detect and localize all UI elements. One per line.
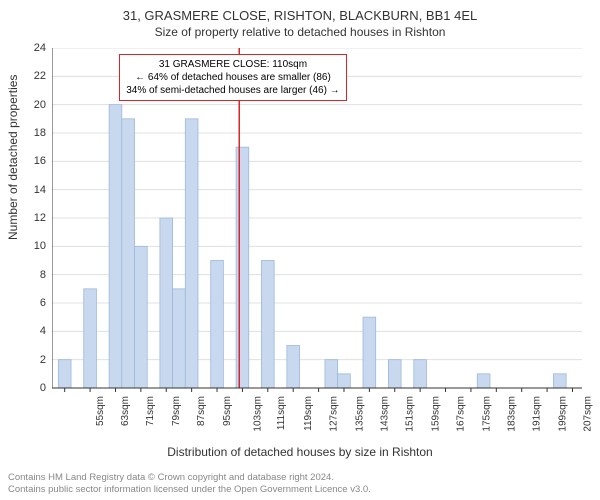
ytick-label: 18 <box>22 127 46 139</box>
xtick-label: 207sqm <box>583 396 594 432</box>
ytick-label: 20 <box>22 99 46 111</box>
xtick-label: 199sqm <box>557 396 568 432</box>
page-title-line2: Size of property relative to detached ho… <box>0 23 600 39</box>
footer-line2: Contains public sector information licen… <box>8 484 371 496</box>
ytick-label: 12 <box>22 212 46 224</box>
xtick-label: 127sqm <box>329 396 340 432</box>
xtick-label: 71sqm <box>145 396 156 426</box>
xtick-label: 111sqm <box>277 396 288 430</box>
ytick-label: 14 <box>22 184 46 196</box>
histogram-svg <box>52 48 582 428</box>
ytick-label: 0 <box>22 382 46 394</box>
xtick-label: 119sqm <box>303 396 314 431</box>
xtick-label: 175sqm <box>481 396 492 432</box>
xtick-label: 159sqm <box>430 396 441 432</box>
annotation-line3: 34% of semi-detached houses are larger (… <box>126 84 339 97</box>
ytick-label: 6 <box>22 297 46 309</box>
ytick-label: 16 <box>22 155 46 167</box>
y-axis-label: Number of detached properties <box>6 75 20 240</box>
x-axis-label: Distribution of detached houses by size … <box>0 445 600 459</box>
xtick-label: 63sqm <box>120 396 131 426</box>
xtick-label: 55sqm <box>95 396 106 426</box>
xtick-label: 167sqm <box>456 396 467 432</box>
footer-attribution: Contains HM Land Registry data © Crown c… <box>8 472 371 496</box>
xtick-label: 95sqm <box>222 396 233 426</box>
ytick-label: 2 <box>22 354 46 366</box>
ytick-label: 24 <box>22 42 46 54</box>
annotation-line2: ← 64% of detached houses are smaller (86… <box>126 71 339 84</box>
xtick-label: 79sqm <box>171 396 182 426</box>
annotation-line1: 31 GRASMERE CLOSE: 110sqm <box>126 58 339 71</box>
xtick-label: 103sqm <box>253 396 264 432</box>
footer-line1: Contains HM Land Registry data © Crown c… <box>8 472 371 484</box>
page-title-line1: 31, GRASMERE CLOSE, RISHTON, BLACKBURN, … <box>0 0 600 23</box>
annotation-box: 31 GRASMERE CLOSE: 110sqm ← 64% of detac… <box>119 54 346 101</box>
xtick-label: 135sqm <box>354 396 365 432</box>
xtick-label: 143sqm <box>380 396 391 432</box>
ytick-label: 8 <box>22 269 46 281</box>
xtick-label: 191sqm <box>532 396 543 432</box>
ytick-label: 4 <box>22 325 46 337</box>
ytick-label: 22 <box>22 70 46 82</box>
ytick-label: 10 <box>22 240 46 252</box>
xtick-label: 183sqm <box>507 396 518 432</box>
xtick-label: 87sqm <box>196 396 207 426</box>
chart-area: 024681012141618202224 55sqm63sqm71sqm79s… <box>52 48 582 428</box>
xtick-label: 151sqm <box>405 396 416 432</box>
